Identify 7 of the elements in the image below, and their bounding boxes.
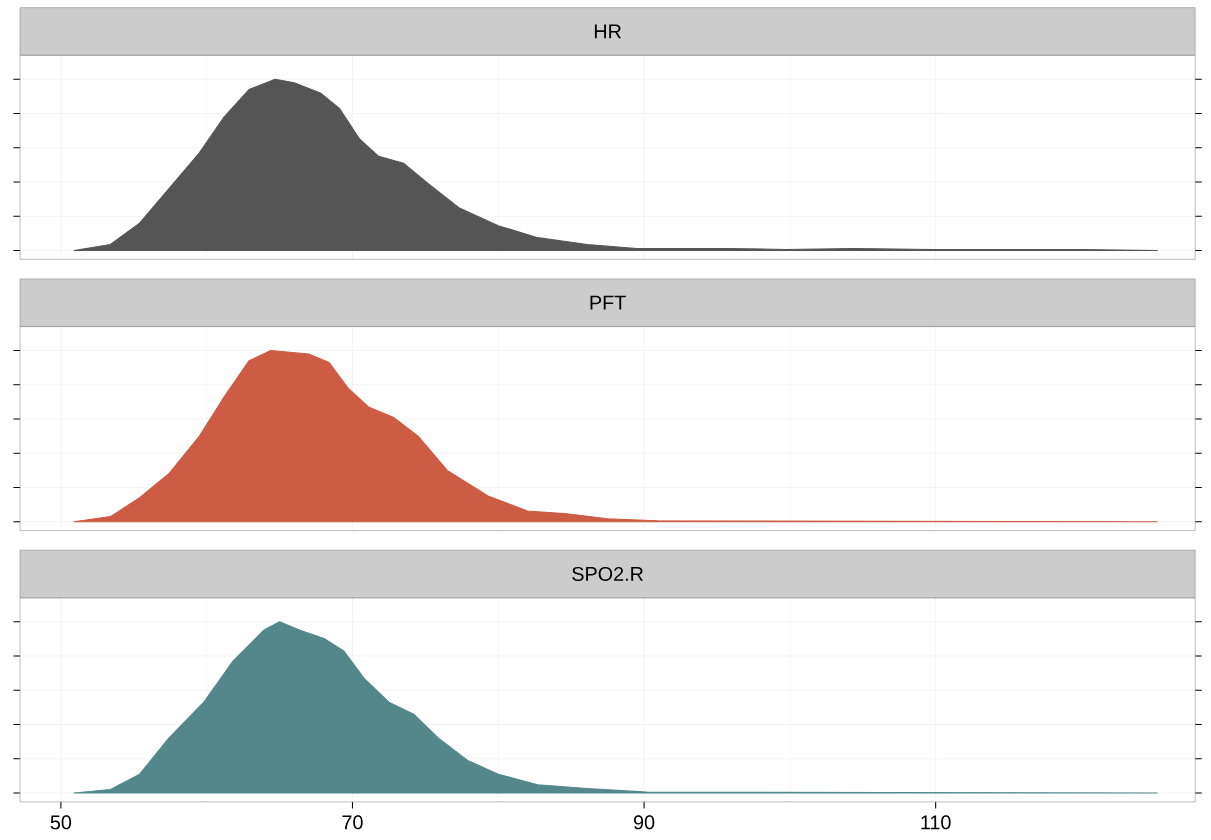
chart-title: HR [594,24,621,38]
chart-title: PFT [590,295,626,310]
x-tick-label: 110 [921,815,951,830]
x-tick-label: 50 [50,815,72,830]
chart-title: SPO2.R [572,566,644,581]
x-tick-label: 90 [633,815,655,830]
x-tick-label: 70 [342,815,363,830]
